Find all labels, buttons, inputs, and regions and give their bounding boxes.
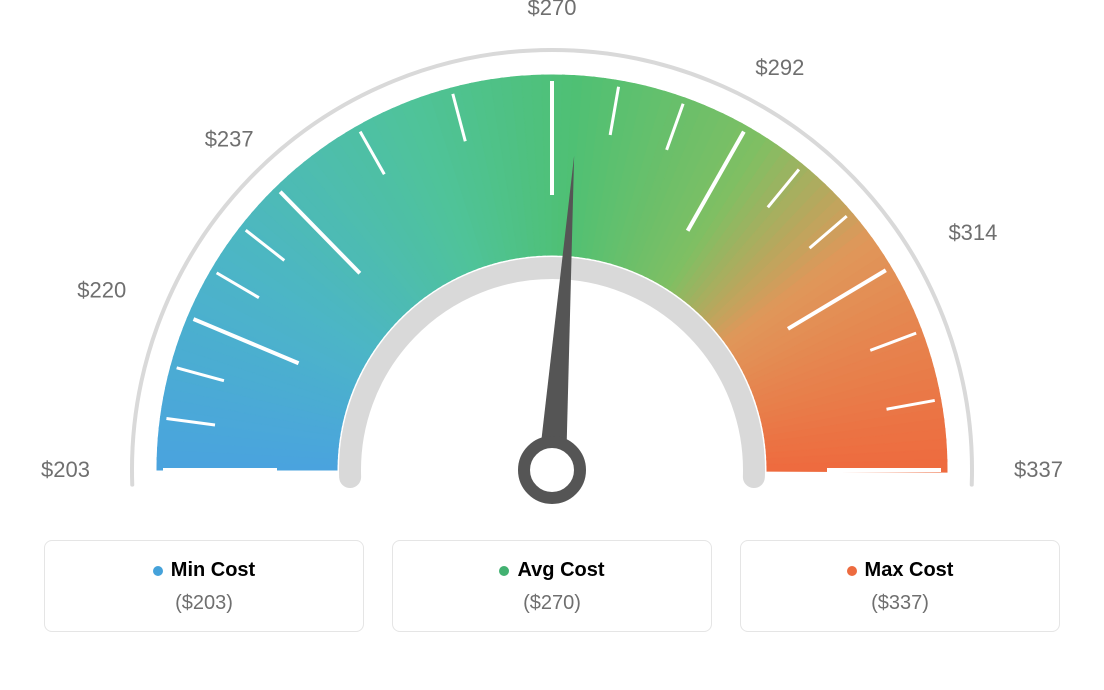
legend-avg-label: Avg Cost xyxy=(517,559,604,582)
legend-avg-value: ($270) xyxy=(403,592,701,615)
svg-text:$337: $337 xyxy=(1014,457,1063,482)
dot-icon xyxy=(847,566,857,576)
legend-card-min: Min Cost ($203) xyxy=(44,540,364,632)
legend-max-value: ($337) xyxy=(751,592,1049,615)
dot-icon xyxy=(153,566,163,576)
legend-card-max: Max Cost ($337) xyxy=(740,540,1060,632)
legend-max-label: Max Cost xyxy=(865,559,954,582)
legend-min-label: Min Cost xyxy=(171,559,255,582)
dot-icon xyxy=(499,566,509,576)
svg-text:$314: $314 xyxy=(948,220,997,245)
svg-text:$270: $270 xyxy=(528,0,577,20)
svg-text:$203: $203 xyxy=(41,457,90,482)
gauge-chart: $203 $220 $237 $270 $292 $314 $337 xyxy=(0,0,1104,540)
legend-card-avg: Avg Cost ($270) xyxy=(392,540,712,632)
svg-text:$292: $292 xyxy=(755,55,804,80)
legend-min-value: ($203) xyxy=(55,592,353,615)
legend-row: Min Cost ($203) Avg Cost ($270) Max Cost… xyxy=(0,540,1104,632)
svg-text:$220: $220 xyxy=(77,278,126,303)
svg-text:$237: $237 xyxy=(205,127,254,152)
